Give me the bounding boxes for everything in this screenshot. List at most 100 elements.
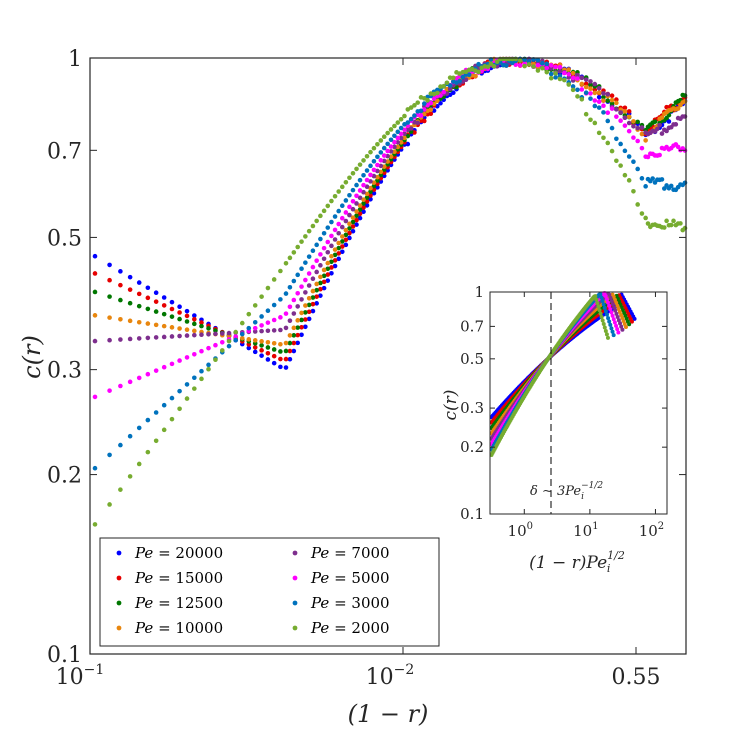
data-point [169, 325, 175, 330]
inset-point [618, 321, 623, 326]
data-point [639, 176, 645, 181]
inset-point [619, 324, 624, 329]
data-point [127, 474, 133, 479]
data-point [491, 64, 497, 69]
data-point [295, 244, 300, 250]
data-point [592, 90, 598, 96]
data-point [601, 110, 606, 115]
data-point [278, 356, 283, 362]
data-point [388, 127, 394, 132]
data-point [395, 144, 401, 150]
data-point [145, 285, 151, 291]
data-point [299, 239, 304, 244]
data-point [303, 277, 308, 283]
data-point [219, 331, 225, 336]
data-point [177, 326, 182, 331]
data-point [626, 120, 632, 126]
data-point [325, 239, 331, 245]
data-point [136, 461, 142, 467]
data-point [265, 320, 271, 325]
data-point [233, 337, 238, 343]
data-point [388, 149, 394, 154]
data-point [579, 75, 585, 80]
data-point [118, 317, 123, 322]
data-point [145, 295, 151, 301]
data-point [347, 235, 352, 241]
data-point [287, 340, 293, 346]
data-point [364, 153, 370, 159]
data-point [271, 317, 277, 323]
data-point [92, 271, 98, 276]
data-point [184, 333, 190, 338]
data-point [184, 327, 190, 332]
data-point [233, 329, 238, 335]
data-point [295, 290, 300, 296]
data-point [428, 111, 434, 117]
data-point [303, 303, 308, 308]
y-tick-label: 1 [68, 47, 82, 72]
data-point [184, 313, 190, 319]
data-point [343, 237, 349, 243]
data-point [107, 315, 112, 320]
data-point [318, 236, 323, 242]
data-point [310, 295, 316, 300]
data-point [177, 304, 182, 310]
legend-marker [116, 550, 122, 556]
data-point [562, 77, 567, 83]
inset-y-ticks: 0.1 0.2 0.3 0.5 0.7 1 [460, 283, 667, 523]
inset-point [603, 293, 608, 298]
data-point [318, 213, 323, 219]
data-point [192, 386, 197, 391]
data-point [239, 331, 245, 337]
data-point [287, 284, 293, 290]
data-point [364, 195, 370, 200]
data-point [368, 172, 373, 178]
data-point [325, 278, 331, 283]
data-point [643, 138, 648, 143]
data-point [626, 154, 632, 159]
data-point [622, 123, 628, 128]
data-point [368, 179, 373, 184]
inset-point [620, 327, 625, 332]
data-point [371, 145, 377, 151]
data-point [364, 191, 370, 197]
data-point [278, 297, 283, 302]
data-point [354, 209, 359, 214]
data-point [609, 148, 615, 154]
data-point [107, 294, 112, 299]
data-point [451, 75, 456, 81]
data-point [153, 410, 159, 415]
data-point [596, 99, 602, 105]
inset-y-tick-label: 0.5 [460, 350, 484, 368]
data-point [575, 76, 580, 81]
data-point [605, 92, 611, 97]
data-point [418, 108, 424, 114]
data-point [287, 304, 293, 310]
inset-point [602, 325, 607, 330]
data-point [566, 71, 572, 77]
data-point [350, 224, 356, 229]
data-point [347, 192, 352, 198]
data-point [588, 79, 593, 84]
data-point [385, 130, 390, 136]
data-point [354, 166, 359, 172]
data-point [473, 73, 478, 79]
data-point [350, 215, 356, 220]
data-point [402, 135, 407, 141]
data-point [206, 345, 211, 351]
data-point [278, 327, 283, 333]
data-point [575, 87, 580, 93]
data-point [318, 274, 323, 280]
data-point [321, 285, 327, 291]
data-point [283, 291, 289, 296]
data-point [299, 310, 304, 316]
data-point [371, 190, 377, 196]
data-point [127, 274, 133, 280]
data-point [161, 311, 167, 317]
data-point [199, 368, 204, 374]
inset-plot-frame [489, 291, 668, 515]
data-point [601, 91, 606, 96]
main-plot-frame [89, 57, 687, 655]
inset-point [611, 333, 616, 338]
